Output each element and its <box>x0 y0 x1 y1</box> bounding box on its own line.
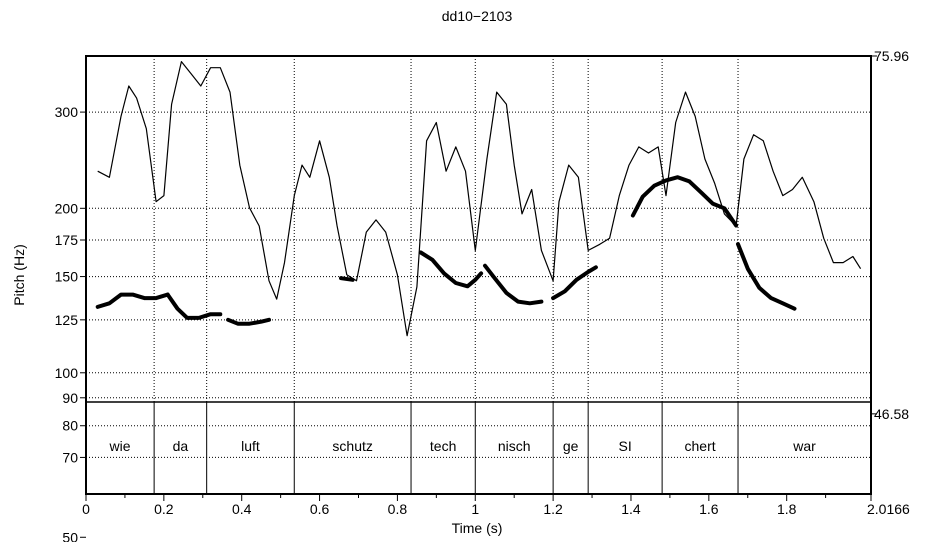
y-tick-label: 125 <box>55 312 79 328</box>
y-tick-label: 175 <box>55 232 79 248</box>
x-tick-label: 1.8 <box>777 501 797 517</box>
pitch-contour-run <box>551 265 598 301</box>
pitch-contour-run <box>339 276 355 282</box>
y-axis-label: Pitch (Hz) <box>11 244 27 305</box>
y-tick-label: 70 <box>62 449 78 465</box>
pitch-contour-run <box>95 292 170 309</box>
y-axis-ticks: 300 200 175 150 125 100 90 80 70 50 <box>55 104 86 542</box>
segment-label: nisch <box>498 438 531 454</box>
y-tick-label: 200 <box>55 200 79 216</box>
x-tick-label: 1 <box>471 501 479 517</box>
pitch-contour-run <box>165 292 223 320</box>
grid-lines <box>86 56 871 458</box>
pitch-contour-run <box>483 263 544 306</box>
segment-label: wie <box>109 438 131 454</box>
segment-label: war <box>792 438 816 454</box>
y-tick-label: 300 <box>55 104 79 120</box>
x-tick-label: 0.6 <box>310 501 330 517</box>
intensity-tick-label: 46.58 <box>874 406 909 422</box>
segment-label: schutz <box>332 438 372 454</box>
segment-label: luft <box>241 438 260 454</box>
pitch-contour-run <box>736 242 797 311</box>
x-axis-label: Time (s) <box>452 520 503 536</box>
segment-label: da <box>173 438 189 454</box>
pitch-contour-run <box>418 250 484 289</box>
x-tick-label: 2.0166 <box>867 501 910 517</box>
segment-label: chert <box>685 438 716 454</box>
y-tick-label: 50 <box>62 529 78 542</box>
y-tick-label: 100 <box>55 365 79 381</box>
y-tick-label: 150 <box>55 269 79 285</box>
plot-frame <box>85 55 872 495</box>
pitch-contour-run <box>226 317 271 326</box>
x-axis-ticks: 0 0.2 0.4 0.6 0.8 1 1.2 1.4 1.6 1.8 2.0166 <box>82 494 910 517</box>
x-tick-label: 0 <box>82 501 90 517</box>
pitch-contour-run <box>630 175 739 228</box>
segment-tier: wie da luft schutz tech nisch ge SI chert war <box>109 402 816 494</box>
segment-label: ge <box>563 438 579 454</box>
segment-label: tech <box>430 438 456 454</box>
y-tick-label: 80 <box>62 418 78 434</box>
x-tick-label: 0.8 <box>388 501 408 517</box>
y-tick-label: 90 <box>62 390 78 406</box>
intensity-axis-ticks: 75.96 46.58 <box>871 48 909 422</box>
pitch-series <box>95 175 797 326</box>
x-tick-label: 1.2 <box>543 501 563 517</box>
intensity-tick-label: 75.96 <box>874 48 909 64</box>
x-tick-label: 1.6 <box>699 501 719 517</box>
x-tick-label: 0.4 <box>232 501 252 517</box>
x-tick-label: 1.4 <box>621 501 641 517</box>
chart-title: dd10−2103 <box>442 8 513 24</box>
segment-label: SI <box>619 438 632 454</box>
x-tick-label: 0.2 <box>154 501 174 517</box>
